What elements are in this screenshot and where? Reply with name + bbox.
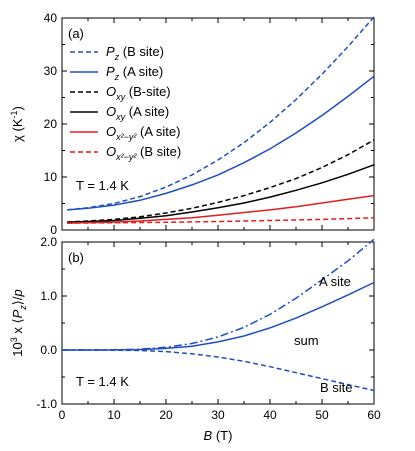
series-line-sum xyxy=(62,281,375,351)
x-tick-label: 50 xyxy=(315,408,329,422)
panel-label: (b) xyxy=(68,250,84,265)
y-tick-label: 40 xyxy=(44,11,58,25)
y-tick-label: 20 xyxy=(44,117,58,131)
curve-label-b_site: B site xyxy=(320,380,353,395)
series-line-pz_b xyxy=(67,16,375,211)
y-tick-label: 0.0 xyxy=(40,343,57,357)
series-line-oxy_b xyxy=(67,139,375,223)
y-tick-label: -1.0 xyxy=(36,397,57,411)
x-tick-label: 10 xyxy=(107,408,121,422)
legend-label-oxy_b: Oxy (B-site) xyxy=(106,84,171,102)
series-line-a_site xyxy=(62,238,375,351)
legend-label-ox2_a: Ox²−y² (A site) xyxy=(106,124,180,142)
legend-label-oxy_a: Oxy (A site) xyxy=(106,104,169,122)
x-tick-label: 0 xyxy=(59,408,66,422)
temperature-annotation: T = 1.4 K xyxy=(76,178,129,193)
y-tick-label: 2.0 xyxy=(40,235,57,249)
y-tick-label: 0 xyxy=(50,223,57,237)
x-tick-label: 40 xyxy=(263,408,277,422)
x-tick-label: 30 xyxy=(211,408,225,422)
y-axis-label-b: 103 x ⟨Pz⟩/p xyxy=(9,289,28,356)
series-line-b_site xyxy=(62,349,375,392)
series-line-oxy_a xyxy=(67,164,375,223)
y-axis-label-a: χ (K-1) xyxy=(9,106,25,142)
panel-label: (a) xyxy=(68,26,84,41)
curve-label-a_site: A site xyxy=(319,274,351,289)
panel-b: 0 10 20 30 40 50 60 -1.0 0.0 1.0 2.0 (b) T = 1.4 K A … xyxy=(36,235,381,422)
x-axis-label: B (T) xyxy=(204,428,233,443)
legend-label-pz_a: Pz (A site) xyxy=(106,64,163,82)
y-tick-label: 10 xyxy=(44,170,58,184)
y-tick-label: 1.0 xyxy=(40,289,57,303)
y-tick-label: 30 xyxy=(44,64,58,78)
temperature-annotation: T = 1.4 K xyxy=(76,374,129,389)
series-line-pz_a xyxy=(67,75,375,211)
x-tick-label: 20 xyxy=(159,408,173,422)
series-line-ox2_a xyxy=(67,194,375,224)
panel-a: 0 10 20 30 40 (a) T = 1.4 K Pz (B site) Pz (A si… xyxy=(44,11,375,237)
x-tick-label: 60 xyxy=(367,408,381,422)
legend-label-pz_b: Pz (B site) xyxy=(106,44,164,62)
curve-label-sum: sum xyxy=(294,333,319,348)
legend-label-ox2_b: Ox²−y² (B site) xyxy=(106,144,181,162)
